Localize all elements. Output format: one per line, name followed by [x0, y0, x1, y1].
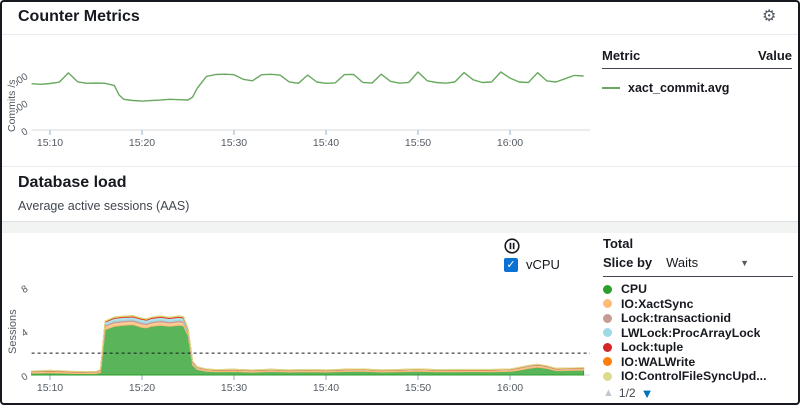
- legend-color-dot: [603, 357, 612, 367]
- legend-item[interactable]: LWLock:ProcArrayLock: [603, 326, 793, 341]
- svg-text:16:00: 16:00: [497, 382, 523, 394]
- slice-by-dropdown[interactable]: Slice by Waits ▼: [603, 255, 793, 277]
- database-load-title: Database load: [18, 174, 127, 191]
- svg-text:15:40: 15:40: [313, 382, 339, 394]
- legend-color-dot: [603, 284, 612, 294]
- svg-text:15:20: 15:20: [129, 137, 155, 149]
- svg-text:15:10: 15:10: [37, 137, 63, 149]
- pause-button[interactable]: [504, 238, 520, 254]
- total-label: Total: [603, 236, 634, 251]
- header-divider: [2, 34, 798, 35]
- metric-column-header: Metric: [602, 48, 641, 63]
- legend-color-dot: [603, 342, 612, 352]
- legend-pagination: ▲ 1/2 ▼: [603, 386, 793, 401]
- dropdown-arrow-icon: ▼: [740, 257, 750, 268]
- legend-color-dot: [603, 371, 612, 381]
- legend-item[interactable]: Lock:tuple: [603, 340, 793, 355]
- counter-metrics-title: Counter Metrics: [18, 8, 140, 25]
- svg-text:15:10: 15:10: [37, 382, 63, 394]
- page-indicator: 1/2: [618, 386, 636, 400]
- svg-text:15:20: 15:20: [129, 382, 155, 394]
- slice-by-value: Waits: [666, 255, 699, 270]
- legend-item-label: LWLock:ProcArrayLock: [621, 325, 761, 340]
- legend-item-label: IO:WALWrite: [621, 354, 696, 369]
- area-CPU: [31, 324, 585, 376]
- legend-color-dot: [603, 328, 612, 338]
- section-divider: [2, 166, 798, 167]
- svg-text:15:40: 15:40: [313, 137, 339, 149]
- page-down-icon[interactable]: ▼: [640, 385, 654, 401]
- counter-metric-table: Metric Value xact_commit.avg: [602, 48, 792, 95]
- svg-text:15:50: 15:50: [405, 382, 431, 394]
- page-up-icon[interactable]: ▲: [603, 387, 614, 399]
- legend-item-label: IO:ControlFileSyncUpd...: [621, 369, 767, 384]
- svg-text:15:30: 15:30: [221, 382, 247, 394]
- legend-item[interactable]: IO:ControlFileSyncUpd...: [603, 369, 793, 384]
- svg-text:0: 0: [20, 126, 31, 139]
- value-column-header: Value: [758, 48, 792, 63]
- area-IO:ControlFileSyncUpd...: [31, 314, 585, 373]
- database-load-subtitle: Average active sessions (AAS): [18, 199, 190, 213]
- slice-by-label: Slice by: [603, 255, 653, 270]
- legend-item[interactable]: Lock:transactionid: [603, 311, 793, 326]
- section-gap: [2, 221, 798, 233]
- legend-color-dot: [603, 299, 612, 309]
- vcpu-checkbox[interactable]: ✓: [504, 257, 518, 272]
- svg-text:8: 8: [20, 283, 31, 296]
- vcpu-label: vCPU: [526, 257, 560, 272]
- series-color-dash: [602, 87, 620, 89]
- legend-item-label: CPU: [621, 282, 647, 297]
- legend-item-label: Lock:transactionid: [621, 311, 732, 326]
- series-xact_commit.avg: [31, 71, 584, 102]
- legend-item[interactable]: IO:WALWrite: [603, 355, 793, 370]
- wait-legend-list: CPU IO:XactSync Lock:transactionid LWLock:P…: [603, 282, 793, 384]
- svg-text:500: 500: [16, 99, 31, 117]
- vcpu-toggle-row: ✓ vCPU: [504, 257, 560, 272]
- svg-text:4: 4: [20, 327, 31, 340]
- database-load-chart[interactable]: 15:10 15:20 15:30 15:40 15:50 16:00 0 4 8: [16, 270, 596, 402]
- svg-text:0: 0: [20, 371, 31, 384]
- metric-name: xact_commit.avg: [628, 81, 730, 95]
- svg-text:1000: 1000: [16, 71, 31, 92]
- legend-item[interactable]: CPU: [603, 282, 793, 297]
- metric-table-row[interactable]: xact_commit.avg: [602, 81, 792, 95]
- counter-metrics-chart[interactable]: 15:10 15:20 15:30 15:40 15:50 16:00 0 500 1000: [16, 42, 596, 154]
- check-icon: ✓: [506, 258, 516, 271]
- gear-icon[interactable]: ⚙: [762, 8, 777, 25]
- svg-text:16:00: 16:00: [497, 137, 523, 149]
- legend-item-label: IO:XactSync: [621, 296, 694, 311]
- legend-item-label: Lock:tuple: [621, 340, 684, 355]
- svg-text:15:50: 15:50: [405, 137, 431, 149]
- pause-icon: [504, 238, 520, 254]
- load-legend-panel: Total Slice by Waits ▼ CPU IO:XactSync Loc…: [603, 236, 793, 401]
- legend-item[interactable]: IO:XactSync: [603, 297, 793, 312]
- svg-text:15:30: 15:30: [221, 137, 247, 149]
- legend-color-dot: [603, 313, 612, 323]
